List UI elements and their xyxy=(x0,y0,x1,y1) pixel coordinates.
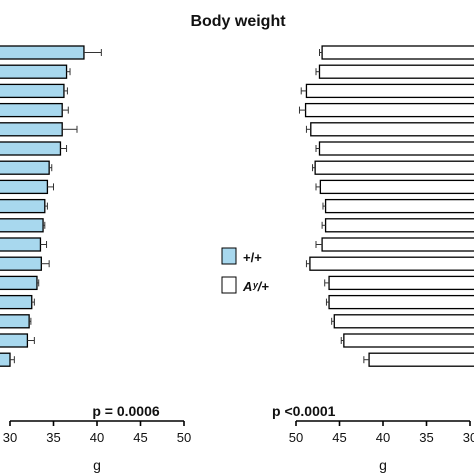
x-tick-label: 50 xyxy=(177,430,191,445)
x-tick-label: 30 xyxy=(3,430,17,445)
x-axis-label-left: g xyxy=(93,457,101,473)
bar-wildtype-7 xyxy=(0,160,50,175)
right-panel: 50 45 40 35 30 g p <0.0001 xyxy=(272,45,474,473)
bar-yellow-5 xyxy=(310,122,474,137)
bar-wildtype-9 xyxy=(0,198,46,214)
bar-yellow-3 xyxy=(305,83,474,99)
bar-yellow-17 xyxy=(368,352,474,367)
bar-wildtype-10 xyxy=(0,218,44,233)
x-tick-label: 35 xyxy=(419,430,433,445)
bar-wildtype-6 xyxy=(0,141,62,156)
bar-wildtype-14 xyxy=(0,294,33,310)
bar-yellow-14 xyxy=(328,294,474,310)
bar-yellow-1 xyxy=(321,45,474,60)
bar-wildtype-4 xyxy=(0,102,63,118)
bar-yellow-12 xyxy=(309,256,474,271)
bar-wildtype-5 xyxy=(0,122,63,137)
bar-wildtype-15 xyxy=(0,314,30,329)
bar-wildtype-1 xyxy=(0,45,85,60)
bar-yellow-4 xyxy=(304,102,474,118)
x-tick-label: 30 xyxy=(463,430,474,445)
bar-yellow-6 xyxy=(318,141,474,156)
legend-label-yellow: Aʸ/+ xyxy=(242,279,269,294)
x-tick-label: 45 xyxy=(332,430,346,445)
x-tick-label: 40 xyxy=(376,430,390,445)
bar-yellow-7 xyxy=(314,160,474,175)
bar-wildtype-13 xyxy=(0,275,38,291)
bar-wildtype-3 xyxy=(0,83,65,99)
x-axis-label-right: g xyxy=(379,457,387,473)
x-tick-label: 35 xyxy=(46,430,60,445)
legend-swatch-wildtype xyxy=(221,247,237,265)
bar-yellow-16 xyxy=(343,333,474,348)
bar-yellow-2 xyxy=(318,64,474,79)
bar-wildtype-11 xyxy=(0,237,42,252)
bar-wildtype-16 xyxy=(0,333,29,348)
bar-yellow-13 xyxy=(328,275,474,291)
bar-wildtype-8 xyxy=(0,179,49,195)
x-tick-label: 45 xyxy=(133,430,147,445)
p-value-right: p <0.0001 xyxy=(272,403,336,419)
bar-yellow-8 xyxy=(319,179,474,195)
legend-swatch-yellow xyxy=(221,276,237,294)
chart-title: Body weight xyxy=(190,13,286,30)
x-tick-label: 40 xyxy=(90,430,104,445)
legend: +/+ Aʸ/+ xyxy=(221,247,269,294)
p-value-left: p = 0.0006 xyxy=(92,403,160,419)
bar-wildtype-12 xyxy=(0,256,42,271)
bar-yellow-10 xyxy=(324,218,474,233)
bar-yellow-15 xyxy=(333,314,474,329)
bar-wildtype-2 xyxy=(0,64,68,79)
legend-label-wildtype: +/+ xyxy=(243,250,262,265)
left-panel: 30 35 40 45 50 g p = 0.0006 xyxy=(0,45,191,473)
x-tick-label: 50 xyxy=(289,430,303,445)
bar-yellow-9 xyxy=(324,198,474,214)
bar-yellow-11 xyxy=(321,237,474,252)
bar-wildtype-17 xyxy=(0,352,11,367)
